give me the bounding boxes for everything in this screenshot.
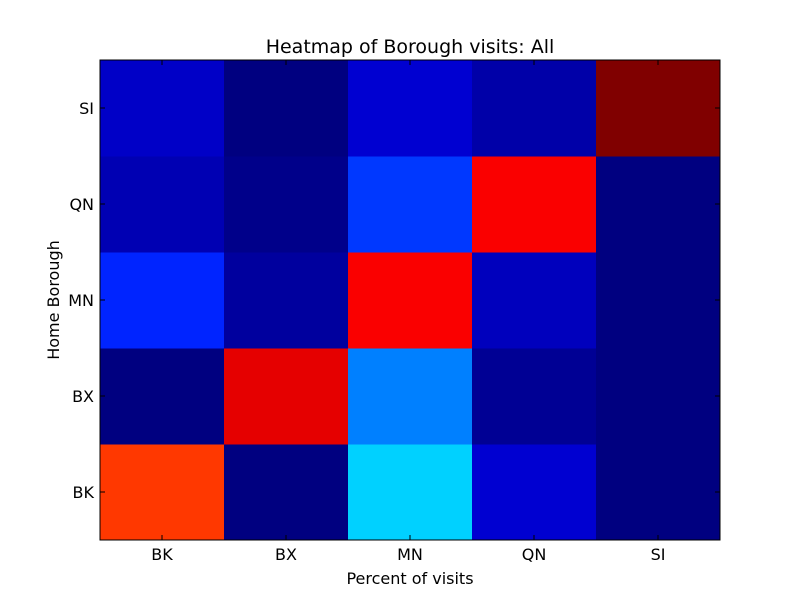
heatmap-cell-MN-QN [472, 252, 597, 349]
heatmap-cell-QN-QN [472, 156, 597, 253]
heatmap-cell-QN-MN [348, 156, 473, 253]
heatmap-cell-MN-BX [224, 252, 349, 349]
heatmap-cell-BX-BK [100, 348, 225, 445]
heatmap-cell-BK-QN [472, 444, 597, 541]
x-tick-label: SI [651, 545, 666, 564]
x-axis-label: Percent of visits [346, 569, 473, 588]
heatmap-cell-BX-BX [224, 348, 349, 445]
x-tick-label: QN [522, 545, 547, 564]
y-axis-label: Home Borough [44, 240, 63, 360]
heatmap-cell-MN-SI [596, 252, 721, 349]
y-tick-label: BX [72, 387, 94, 406]
heatmap-cell-MN-BK [100, 252, 225, 349]
heatmap-cell-BK-BX [224, 444, 349, 541]
x-tick-label: BX [275, 545, 297, 564]
heatmap-cell-BX-MN [348, 348, 473, 445]
heatmap-cell-BK-BK [100, 444, 225, 541]
x-tick-label: BK [151, 545, 173, 564]
x-tick-labels: BK BX MN QN SI [151, 545, 665, 564]
heatmap-cell-QN-SI [596, 156, 721, 253]
axis-ticks [100, 60, 720, 540]
heatmap-cell-BX-SI [596, 348, 721, 445]
heatmap-cell-SI-MN [348, 60, 473, 157]
chart-title: Heatmap of Borough visits: All [266, 36, 555, 58]
heatmap-cell-BK-SI [596, 444, 721, 541]
y-tick-labels: BK BX MN QN SI [68, 99, 94, 502]
heatmap-cell-SI-SI [596, 60, 721, 157]
heatmap-cell-MN-MN [348, 252, 473, 349]
heatmap-cell-SI-BK [100, 60, 225, 157]
heatmap-cells [100, 60, 721, 541]
heatmap-cell-QN-BX [224, 156, 349, 253]
x-tick-label: MN [397, 545, 423, 564]
heatmap-cell-SI-BX [224, 60, 349, 157]
heatmap-cell-SI-QN [472, 60, 597, 157]
heatmap-cell-BK-MN [348, 444, 473, 541]
heatmap-cell-BX-QN [472, 348, 597, 445]
y-tick-label: MN [68, 291, 94, 310]
y-tick-label: QN [69, 195, 94, 214]
y-tick-label: SI [79, 99, 94, 118]
y-tick-label: BK [73, 483, 95, 502]
heatmap-cell-QN-BK [100, 156, 225, 253]
